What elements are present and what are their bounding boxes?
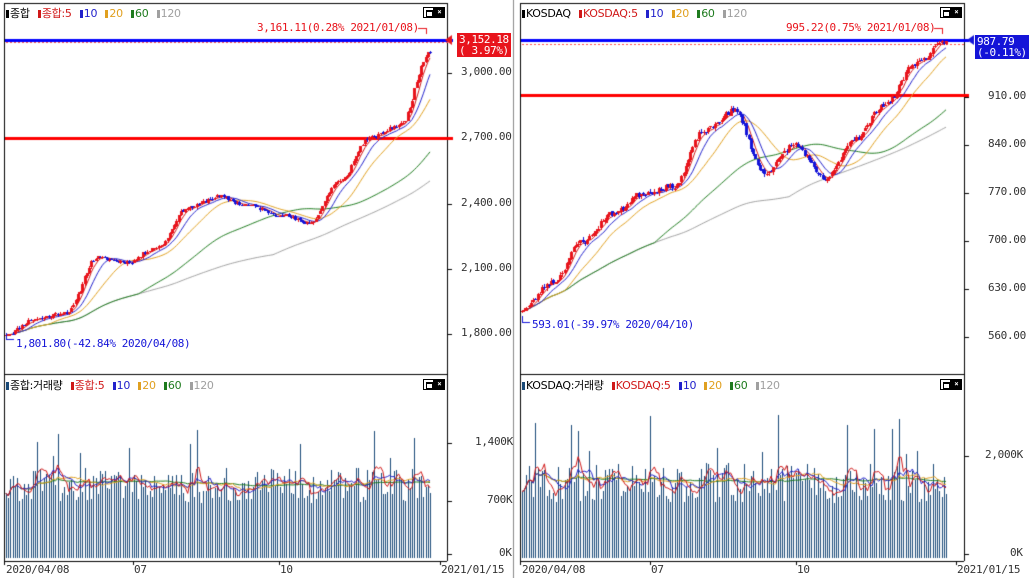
kospi-price-maximize-button[interactable] xyxy=(423,7,434,18)
legend-ma5: KOSDAQ:5 xyxy=(615,379,671,392)
legend-ma5: KOSDAQ:5 xyxy=(582,7,638,20)
kosdaq-price-tick: 560.00 xyxy=(988,329,1026,342)
kospi-date-label: 2021/01/15 xyxy=(441,563,505,576)
legend-swatch-icon xyxy=(522,10,525,18)
kospi-current-price: 3,152.18 xyxy=(459,33,509,46)
legend-ma10: 10 xyxy=(116,379,131,392)
legend-ma60: 60 xyxy=(167,379,182,392)
kospi-price-tick: 3,000.00 xyxy=(461,65,512,78)
legend-ma120: 120 xyxy=(160,7,181,20)
kosdaq-current-price-badge: 987.79 (-0.11%) xyxy=(975,35,1029,59)
kospi-volume-tick: 0K xyxy=(499,546,512,559)
kospi-date-label: 2020/04/08 xyxy=(6,563,70,576)
kosdaq-price-maximize-button[interactable] xyxy=(940,7,951,18)
legend-swatch-icon xyxy=(697,10,701,18)
legend-ma10: 10 xyxy=(682,379,697,392)
legend-ma10: 10 xyxy=(649,7,664,20)
kosdaq-price-tick: 630.00 xyxy=(988,281,1026,294)
legend-swatch-icon xyxy=(722,10,726,18)
kospi-price-legend: 종합 종합:5 10 20 60 120 xyxy=(6,7,182,20)
legend-swatch-icon xyxy=(611,382,615,390)
kospi-volume-legend: 종합:거래량 종합:5 10 20 60 120 xyxy=(6,379,215,392)
legend-ma120: 120 xyxy=(759,379,780,392)
kospi-price-tick: 2,700.00 xyxy=(461,130,512,143)
legend-ma120: 120 xyxy=(193,379,214,392)
legend-swatch-icon xyxy=(112,382,116,390)
kospi-price-close-button[interactable]: × xyxy=(434,7,445,18)
kosdaq-date-label: 07 xyxy=(651,563,664,576)
legend-swatch-icon xyxy=(156,10,160,18)
legend-swatch-icon xyxy=(730,382,734,390)
kosdaq-price-close-button[interactable]: × xyxy=(951,7,962,18)
kosdaq-low-annotation: 593.01(-39.97% 2020/04/10) xyxy=(532,318,694,331)
kospi-high-annotation: 3,161.11(0.28% 2021/01/08) xyxy=(257,21,419,34)
legend-ma20: 20 xyxy=(708,379,722,392)
kosdaq-date-label: 2020/04/08 xyxy=(522,563,586,576)
legend-swatch-icon xyxy=(138,382,142,390)
legend-swatch-icon xyxy=(70,382,74,390)
kospi-price-tick: 2,100.00 xyxy=(461,261,512,274)
kosdaq-volume-close-button[interactable]: × xyxy=(951,379,962,390)
legend-swatch-icon xyxy=(755,382,759,390)
legend-name: 종합 xyxy=(10,7,30,20)
legend-ma10: 10 xyxy=(83,7,98,20)
legend-ma60: 60 xyxy=(135,7,149,20)
legend-swatch-icon xyxy=(645,10,649,18)
kosdaq-price-legend: KOSDAQ KOSDAQ:5 10 20 60 120 xyxy=(522,7,748,20)
kosdaq-price-tick: 770.00 xyxy=(988,185,1026,198)
legend-ma5: 종합:5 xyxy=(74,379,105,392)
kospi-date-label: 07 xyxy=(134,563,147,576)
legend-swatch-icon xyxy=(105,10,109,18)
kosdaq-price-tick: 840.00 xyxy=(988,137,1026,150)
kosdaq-current-price: 987.79 xyxy=(977,35,1015,48)
kospi-change-pct: ( 3.97%) xyxy=(459,44,509,57)
legend-swatch-icon xyxy=(6,10,9,18)
kosdaq-high-annotation: 995.22(0.75% 2021/01/08) xyxy=(786,21,936,34)
legend-swatch-icon xyxy=(189,382,193,390)
kospi-current-price-badge: 3,152.18 ( 3.97%) xyxy=(457,33,511,57)
kospi-volume-close-button[interactable]: × xyxy=(434,379,445,390)
legend-swatch-icon xyxy=(79,10,83,18)
legend-ma120: 120 xyxy=(726,7,747,20)
kospi-date-label: 10 xyxy=(280,563,293,576)
legend-swatch-icon xyxy=(163,382,167,390)
kospi-price-tick: 1,800.00 xyxy=(461,326,512,339)
legend-ma20: 20 xyxy=(142,379,156,392)
legend-swatch-icon xyxy=(6,382,9,390)
kospi-volume-tick: 1,400K xyxy=(475,435,513,448)
legend-ma5: 종합:5 xyxy=(41,7,72,20)
kosdaq-volume-tick: 0K xyxy=(1010,546,1023,559)
legend-ma60: 60 xyxy=(734,379,748,392)
kosdaq-price-tick: 700.00 xyxy=(988,233,1026,246)
kosdaq-change-pct: (-0.11%) xyxy=(977,46,1027,59)
kospi-price-tick: 2,400.00 xyxy=(461,196,512,209)
legend-name: KOSDAQ:거래량 xyxy=(526,379,604,392)
legend-swatch-icon xyxy=(671,10,675,18)
legend-ma20: 20 xyxy=(109,7,123,20)
legend-swatch-icon xyxy=(37,10,41,18)
kosdaq-volume-legend: KOSDAQ:거래량 KOSDAQ:5 10 20 60 120 xyxy=(522,379,781,392)
legend-swatch-icon xyxy=(678,382,682,390)
legend-name: KOSDAQ xyxy=(526,7,571,20)
kosdaq-price-tick: 910.00 xyxy=(988,89,1026,102)
legend-swatch-icon xyxy=(704,382,708,390)
kospi-volume-tick: 700K xyxy=(487,493,513,506)
kosdaq-date-label: 2021/01/15 xyxy=(957,563,1021,576)
kosdaq-date-label: 10 xyxy=(797,563,810,576)
legend-name: 종합:거래량 xyxy=(10,379,63,392)
kospi-volume-maximize-button[interactable] xyxy=(423,379,434,390)
legend-ma60: 60 xyxy=(701,7,715,20)
legend-swatch-icon xyxy=(578,10,582,18)
kospi-low-annotation: 1,801.80(-42.84% 2020/04/08) xyxy=(16,337,191,350)
kosdaq-volume-maximize-button[interactable] xyxy=(940,379,951,390)
kosdaq-volume-tick: 2,000K xyxy=(985,448,1023,461)
legend-ma20: 20 xyxy=(675,7,690,20)
legend-swatch-icon xyxy=(131,10,135,18)
legend-swatch-icon xyxy=(522,382,525,390)
